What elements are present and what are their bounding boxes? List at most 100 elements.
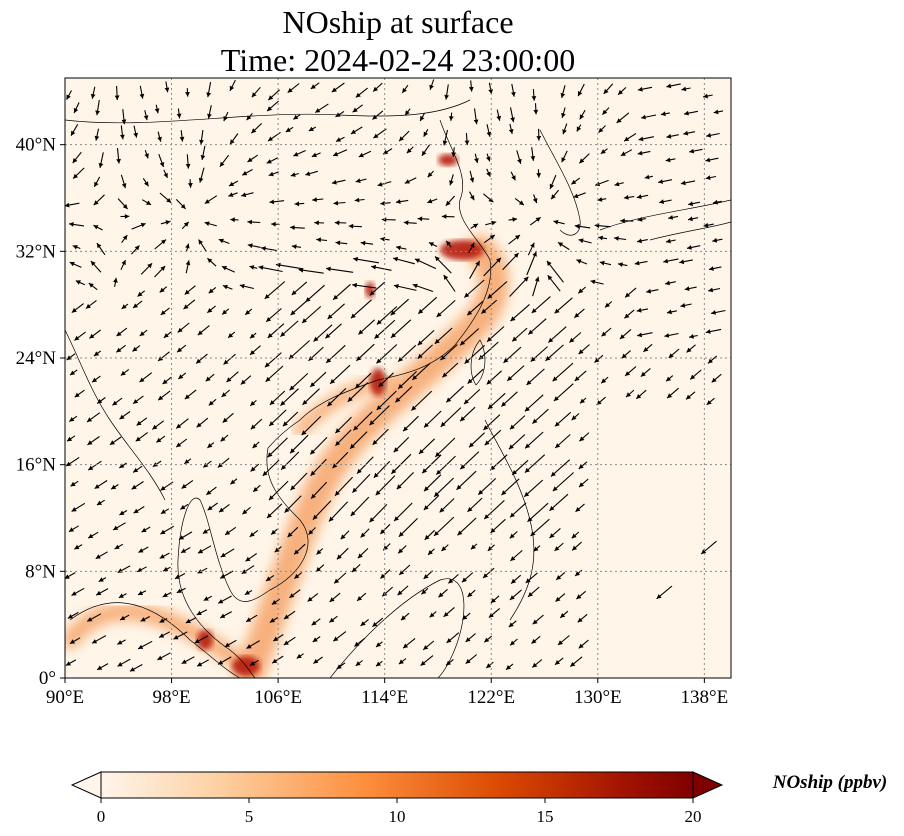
wind-arrow: [252, 484, 261, 493]
wind-arrow: [531, 89, 537, 101]
wind-arrow: [251, 86, 261, 98]
wind-arrow: [490, 595, 500, 604]
wind-arrow: [451, 147, 457, 157]
wind-arrow: [309, 371, 327, 388]
wind-arrow: [177, 322, 190, 333]
wind-arrow: [158, 631, 171, 638]
wind-arrow: [298, 267, 324, 274]
wind-arrow: [355, 660, 363, 667]
wind-arrow: [249, 529, 259, 538]
wind-arrow: [251, 123, 262, 134]
wind-arrow: [412, 283, 434, 293]
wind-arrow: [372, 82, 383, 92]
wind-arrow: [449, 174, 454, 186]
wind-arrow: [113, 277, 118, 287]
wind-arrow: [156, 435, 166, 443]
wind-arrow: [357, 548, 369, 559]
wind-arrow: [376, 306, 398, 325]
wind-arrow: [516, 150, 522, 164]
wind-arrow: [262, 459, 280, 477]
wind-arrow: [505, 663, 514, 671]
wind-arrow: [358, 150, 372, 158]
wind-arrow: [219, 611, 232, 619]
wind-arrow: [221, 265, 235, 273]
wind-arrow: [356, 343, 375, 362]
wind-arrow: [121, 109, 127, 125]
wind-arrow: [313, 656, 323, 664]
wind-arrow: [555, 593, 566, 603]
wind-arrow: [87, 531, 99, 539]
wind-arrow: [185, 260, 191, 274]
wind-arrow: [372, 428, 389, 446]
wind-arrow: [93, 194, 105, 206]
wind-arrow: [579, 109, 586, 120]
wind-arrow: [183, 458, 192, 465]
wind-arrow: [530, 346, 548, 363]
wind-arrow: [119, 614, 130, 621]
wind-arrow: [444, 84, 449, 100]
coastline-sumatra: [69, 602, 241, 678]
wind-arrow: [397, 545, 407, 554]
wind-arrow: [443, 274, 456, 292]
wind-arrow: [160, 508, 170, 515]
wind-arrow: [66, 353, 76, 361]
wind-arrow: [375, 660, 383, 667]
wind-arrow: [349, 431, 368, 450]
wind-arrow: [441, 214, 455, 219]
wind-arrow: [360, 618, 369, 627]
wind-arrow: [376, 344, 398, 364]
wind-arrow: [66, 90, 72, 100]
wind-arrow: [465, 654, 478, 665]
wind-arrow: [73, 102, 80, 114]
wind-arrow: [660, 111, 670, 117]
wind-arrow: [179, 503, 189, 510]
wind-arrow: [159, 286, 168, 293]
wind-arrow: [576, 590, 586, 600]
wind-arrow: [354, 372, 372, 389]
wind-arrow: [327, 303, 345, 320]
wind-arrow: [554, 411, 572, 427]
wind-arrow: [414, 258, 437, 270]
wind-arrow: [294, 201, 305, 207]
wind-arrow: [90, 86, 96, 99]
wind-arrow: [245, 614, 258, 623]
wind-arrow: [571, 413, 580, 421]
wind-arrow: [185, 154, 191, 169]
wind-arrow: [66, 435, 76, 442]
wind-arrow: [87, 436, 100, 446]
wind-arrow: [371, 264, 392, 271]
wind-arrow: [180, 547, 191, 554]
strait-plume: [65, 602, 259, 678]
wind-arrow: [700, 540, 717, 555]
colorbar-gradient: [100, 771, 694, 799]
wind-arrow: [273, 634, 284, 642]
wind-arrow: [72, 245, 81, 250]
wind-arrow: [509, 276, 529, 297]
wind-arrow: [469, 191, 475, 201]
wind-arrow: [468, 432, 485, 448]
wind-arrow: [554, 542, 564, 552]
wind-arrow: [335, 429, 352, 447]
wind-arrow: [354, 197, 365, 203]
wind-arrow: [531, 659, 543, 668]
colorbar-tick-label: 5: [245, 807, 254, 826]
wind-arrow: [666, 387, 679, 399]
wind-arrow: [603, 83, 614, 95]
wind-arrow: [636, 307, 649, 313]
wind-arrow: [335, 136, 345, 142]
wind-arrow: [275, 262, 303, 270]
wind-arrow: [625, 389, 635, 398]
wind-arrow: [327, 388, 347, 407]
wind-arrow: [267, 89, 280, 101]
wind-arrow: [427, 170, 434, 178]
wind-arrow: [241, 565, 255, 575]
wind-arrow: [133, 125, 138, 138]
wind-arrow: [685, 391, 696, 400]
wind-arrow: [270, 528, 278, 536]
wind-arrow: [402, 415, 419, 432]
wind-arrow: [221, 308, 230, 315]
lat-tick-label: 0°: [39, 668, 56, 689]
wind-arrow: [530, 518, 550, 537]
wind-arrow: [668, 215, 679, 220]
wind-arrow: [401, 84, 409, 94]
